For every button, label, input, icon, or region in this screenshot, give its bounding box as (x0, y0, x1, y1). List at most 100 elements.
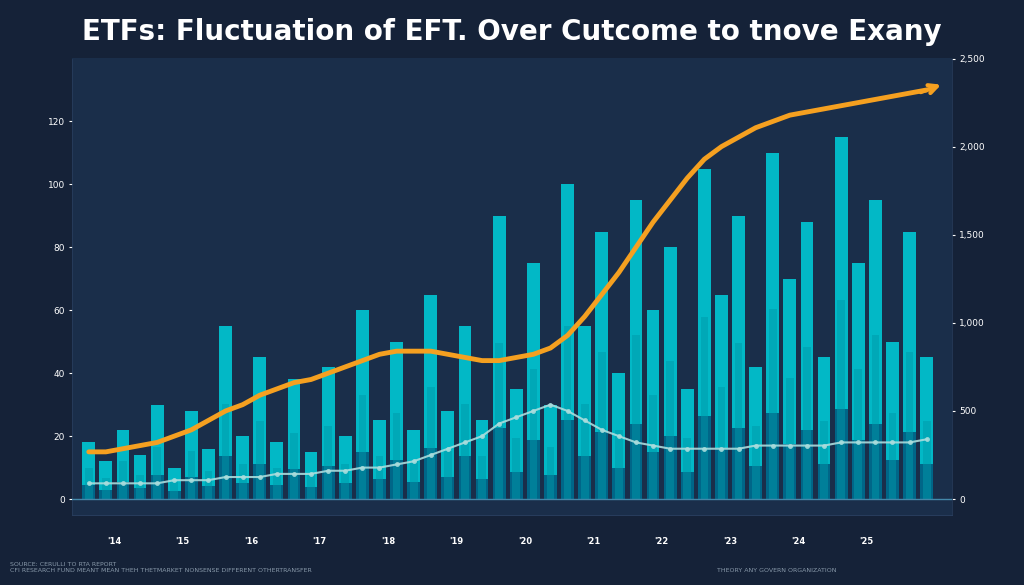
Text: ETFs: Fluctuation of EFT. Over Cutcome to tnove Exany: ETFs: Fluctuation of EFT. Over Cutcome t… (82, 18, 942, 46)
Bar (253, 464, 266, 499)
Bar (170, 482, 178, 499)
Bar (270, 442, 284, 499)
Bar (205, 472, 212, 499)
Bar (801, 222, 813, 499)
Bar (667, 360, 674, 499)
Bar (649, 395, 657, 499)
Bar (595, 232, 608, 499)
Bar (117, 482, 129, 499)
Bar (886, 342, 899, 499)
Bar (544, 405, 557, 499)
Bar (630, 200, 642, 499)
Bar (459, 456, 471, 499)
Bar (921, 464, 933, 499)
Bar (136, 475, 144, 499)
Bar (612, 467, 626, 499)
Bar (410, 461, 418, 499)
Bar (869, 200, 882, 499)
Bar (752, 426, 760, 499)
Bar (750, 367, 762, 499)
Bar (322, 466, 335, 499)
Bar (424, 294, 437, 499)
Bar (647, 310, 659, 499)
Bar (547, 447, 554, 499)
Bar (579, 456, 591, 499)
Bar (82, 442, 95, 499)
Bar (903, 232, 916, 499)
Bar (632, 335, 640, 499)
Bar (253, 357, 266, 499)
Text: '15: '15 (176, 537, 190, 546)
Bar (561, 421, 574, 499)
Bar (185, 477, 198, 499)
Bar (664, 247, 677, 499)
Bar (219, 456, 232, 499)
Bar (681, 472, 693, 499)
Bar (766, 153, 779, 499)
Bar (612, 373, 626, 499)
Bar (305, 487, 317, 499)
Bar (154, 447, 161, 499)
Bar (99, 490, 113, 499)
Bar (750, 466, 762, 499)
Bar (476, 479, 488, 499)
Bar (237, 436, 249, 499)
Bar (461, 404, 469, 499)
Bar (664, 436, 677, 499)
Text: '23: '23 (723, 537, 737, 546)
Bar (307, 473, 315, 499)
Bar (852, 440, 864, 499)
Text: '20: '20 (518, 537, 531, 546)
Bar (544, 476, 557, 499)
Bar (769, 309, 776, 499)
Bar (102, 479, 110, 499)
Bar (510, 472, 522, 499)
Bar (817, 464, 830, 499)
Bar (134, 455, 146, 499)
Bar (358, 395, 367, 499)
Bar (529, 369, 538, 499)
Bar (732, 216, 745, 499)
Bar (390, 342, 403, 499)
Bar (803, 347, 811, 499)
Bar (202, 449, 215, 499)
Bar (783, 279, 797, 499)
Bar (512, 439, 520, 499)
Bar (185, 411, 198, 499)
Bar (187, 450, 196, 499)
Bar (168, 467, 180, 499)
Bar (151, 476, 164, 499)
Bar (237, 483, 249, 499)
Bar (493, 216, 506, 499)
Bar (219, 326, 232, 499)
Bar (134, 488, 146, 499)
Bar (288, 380, 300, 499)
Bar (478, 456, 486, 499)
Text: '21: '21 (586, 537, 600, 546)
Bar (683, 439, 691, 499)
Bar (441, 477, 455, 499)
Bar (527, 440, 540, 499)
Bar (820, 421, 828, 499)
Bar (373, 479, 386, 499)
Bar (408, 430, 420, 499)
Text: SOURCE: CERULLI TO RTA REPORT
CFI RESEARCH FUND MEANT MEAN THEH THETMARKET NONSE: SOURCE: CERULLI TO RTA REPORT CFI RESEAR… (10, 563, 312, 573)
Bar (305, 452, 317, 499)
Bar (718, 387, 725, 499)
Text: '22: '22 (654, 537, 669, 546)
Bar (817, 357, 830, 499)
Bar (715, 294, 728, 499)
Bar (273, 468, 281, 499)
Bar (647, 452, 659, 499)
Bar (681, 389, 693, 499)
Bar (356, 310, 369, 499)
Bar (698, 168, 711, 499)
Bar (838, 300, 845, 499)
Text: '14: '14 (108, 537, 122, 546)
Bar (510, 389, 522, 499)
Bar (854, 369, 862, 499)
Bar (700, 317, 709, 499)
Text: '17: '17 (312, 537, 327, 546)
Bar (168, 491, 180, 499)
Bar (595, 432, 608, 499)
